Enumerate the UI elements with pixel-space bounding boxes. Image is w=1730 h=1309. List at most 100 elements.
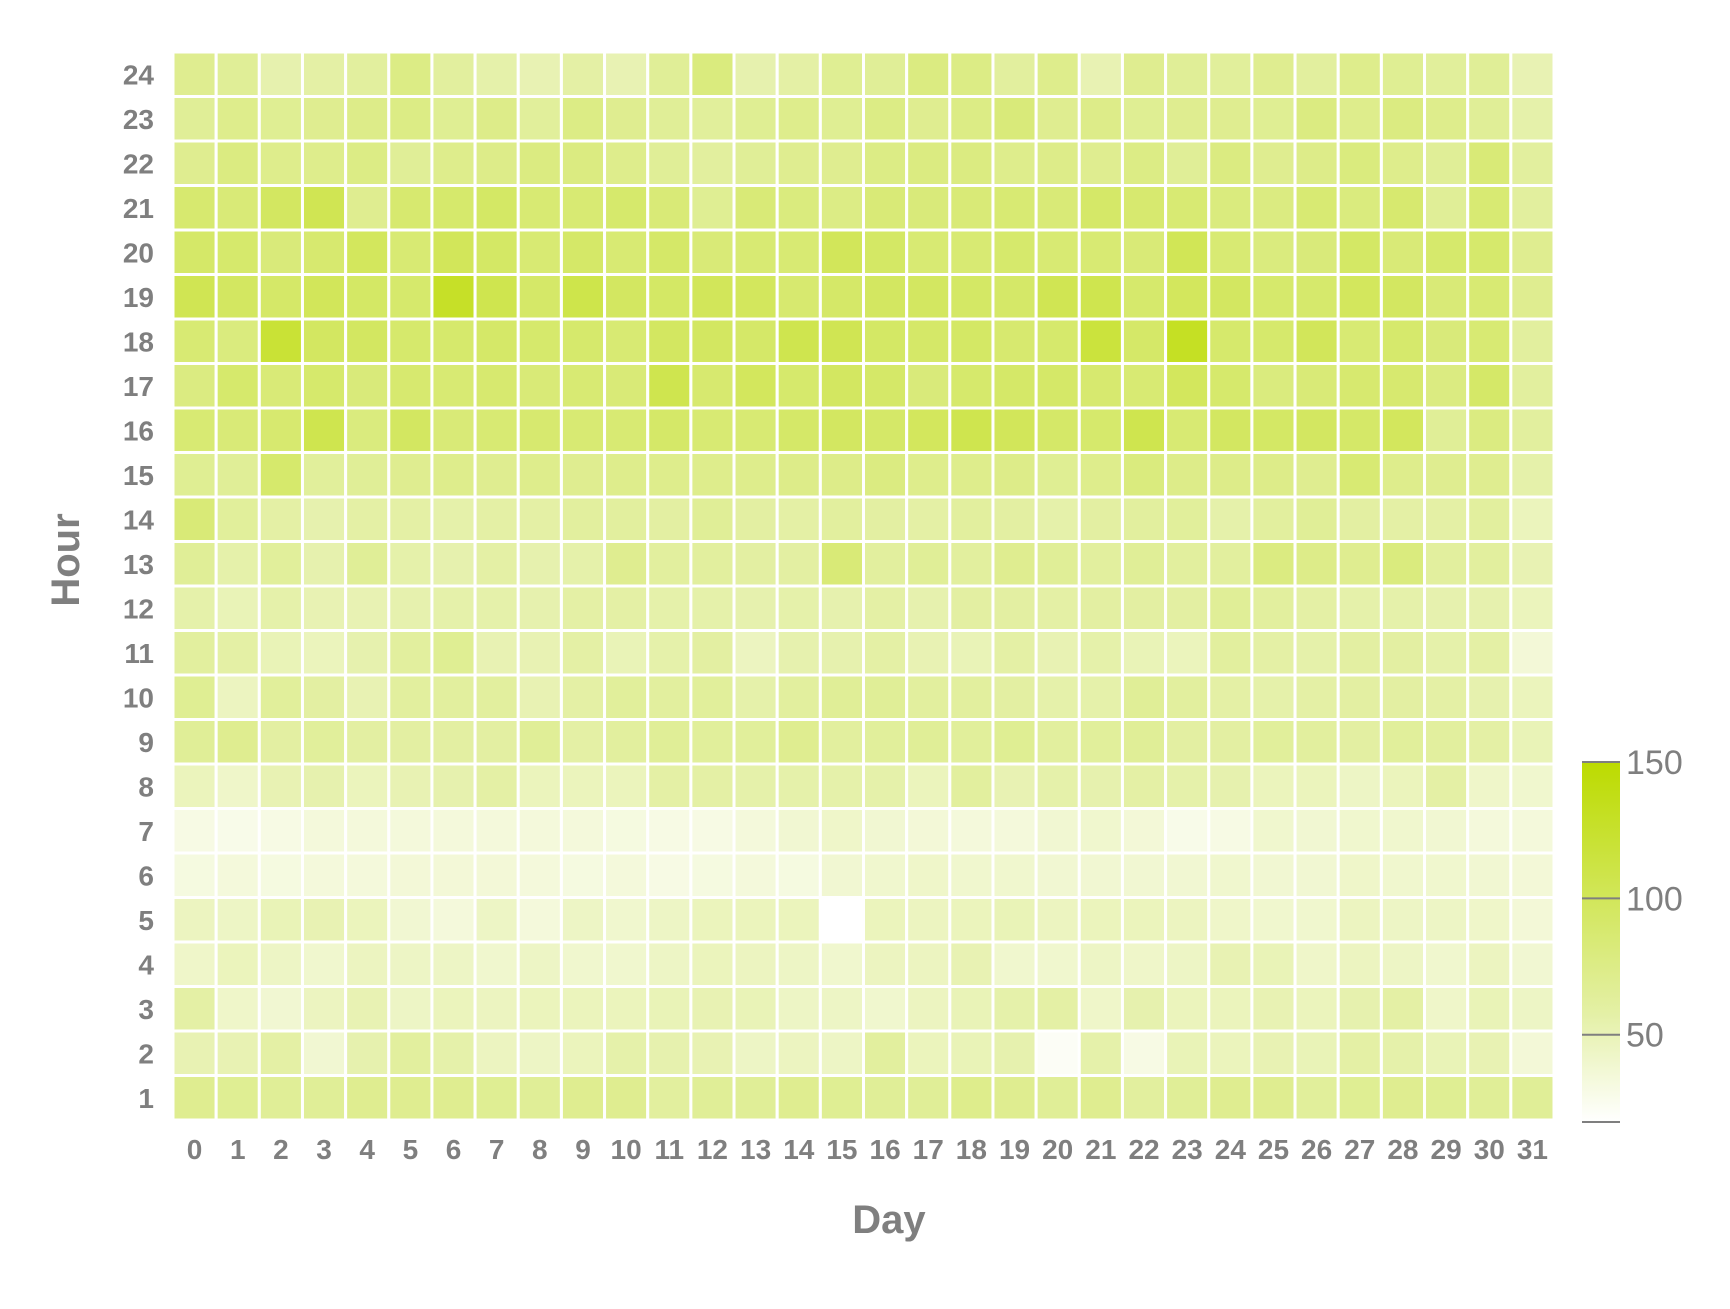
heatmap-cell <box>559 1029 607 1077</box>
heatmap-cell <box>1293 718 1340 766</box>
heatmap-cell <box>257 629 304 677</box>
x-tick-label: 10 <box>611 1134 642 1165</box>
y-tick-label: 22 <box>123 148 154 179</box>
heatmap-cell <box>1336 95 1383 143</box>
heatmap-cell <box>948 50 995 98</box>
heatmap-cell <box>1250 273 1297 321</box>
heatmap-cell <box>818 95 866 143</box>
heatmap-cell <box>300 540 348 588</box>
heatmap-cell <box>1207 540 1254 588</box>
heatmap-cell <box>1034 95 1081 143</box>
heatmap-cell <box>430 629 477 677</box>
heatmap-cell <box>862 540 909 588</box>
heatmap-cell <box>1207 184 1254 232</box>
heatmap-cell <box>257 584 304 632</box>
heatmap-cell <box>1120 985 1168 1033</box>
heatmap-cell <box>862 896 909 944</box>
heatmap-cell <box>1120 807 1168 855</box>
heatmap-cell <box>344 540 391 588</box>
heatmap-cell <box>1509 273 1556 321</box>
heatmap-cell <box>775 540 822 588</box>
heatmap-cell <box>1250 673 1297 721</box>
heatmap-cell <box>1207 406 1254 454</box>
heatmap-cell <box>862 762 909 810</box>
heatmap-cell <box>905 317 952 365</box>
heatmap-cell <box>1034 851 1081 899</box>
heatmap-cell <box>171 95 218 143</box>
heatmap-cell <box>344 95 391 143</box>
heatmap-cell <box>171 228 218 276</box>
heatmap-cell <box>689 362 736 410</box>
heatmap-cell <box>948 762 995 810</box>
heatmap-cell <box>1293 629 1340 677</box>
heatmap-cell <box>732 95 779 143</box>
heatmap-cell <box>300 228 348 276</box>
heatmap-cell <box>646 139 693 187</box>
heatmap-cell <box>1379 1074 1427 1122</box>
heatmap-cell <box>603 228 650 276</box>
heatmap-cell <box>257 807 304 855</box>
x-tick-label: 3 <box>316 1134 332 1165</box>
y-axis-title: Hour <box>44 513 88 606</box>
heatmap-cell <box>1379 985 1427 1033</box>
heatmap-cell <box>430 50 477 98</box>
heatmap-cell <box>214 985 261 1033</box>
heatmap-cell <box>516 273 563 321</box>
heatmap-cell <box>559 362 607 410</box>
heatmap-cell <box>214 540 261 588</box>
heatmap-cell <box>775 1074 822 1122</box>
heatmap-cell <box>1423 406 1470 454</box>
y-tick-label: 6 <box>138 860 154 891</box>
heatmap-cell <box>818 406 866 454</box>
heatmap-cell <box>862 228 909 276</box>
heatmap-cell <box>1250 807 1297 855</box>
heatmap-cell <box>1250 184 1297 232</box>
heatmap-cell <box>1120 406 1168 454</box>
heatmap-cell <box>473 896 520 944</box>
heatmap-cell <box>1293 540 1340 588</box>
heatmap-cell <box>948 629 995 677</box>
heatmap-cell <box>1379 718 1427 766</box>
heatmap-cell <box>775 807 822 855</box>
heatmap-cell <box>1120 317 1168 365</box>
heatmap-cell <box>1293 1029 1340 1077</box>
heatmap-cell <box>516 851 563 899</box>
color-legend-bar <box>1582 762 1620 1122</box>
heatmap-cell <box>1379 50 1427 98</box>
heatmap-cell <box>257 1074 304 1122</box>
heatmap-cell <box>1120 584 1168 632</box>
heatmap-cell <box>1250 629 1297 677</box>
heatmap-cell <box>1509 317 1556 365</box>
heatmap-cell <box>775 762 822 810</box>
heatmap-cell <box>1034 184 1081 232</box>
heatmap-cell <box>257 228 304 276</box>
heatmap-cell <box>1293 584 1340 632</box>
heatmap-cell <box>1120 851 1168 899</box>
heatmap-cell <box>1336 762 1383 810</box>
heatmap-cell <box>516 540 563 588</box>
heatmap-cell <box>300 273 348 321</box>
heatmap-cell <box>1250 451 1297 499</box>
heatmap-cell <box>818 584 866 632</box>
y-tick-label: 18 <box>123 326 154 357</box>
heatmap-cell <box>1120 495 1168 543</box>
heatmap-cell <box>775 95 822 143</box>
x-tick-label: 4 <box>359 1134 375 1165</box>
heatmap-cell <box>775 940 822 988</box>
y-tick-label: 14 <box>123 504 155 535</box>
heatmap-cell <box>1379 540 1427 588</box>
heatmap-cell <box>1509 584 1556 632</box>
heatmap-cell <box>991 184 1038 232</box>
heatmap-cell <box>603 673 650 721</box>
heatmap-cell <box>1207 451 1254 499</box>
heatmap-cell <box>1207 50 1254 98</box>
heatmap-cell <box>1466 406 1513 454</box>
heatmap-cell <box>559 584 607 632</box>
heatmap-cell <box>1164 1074 1211 1122</box>
heatmap-cell <box>1120 718 1168 766</box>
legend-tick-label: 100 <box>1626 880 1683 918</box>
heatmap-cell <box>1509 1074 1556 1122</box>
heatmap-cell <box>1293 896 1340 944</box>
heatmap-cell <box>344 228 391 276</box>
heatmap-cell <box>1336 495 1383 543</box>
